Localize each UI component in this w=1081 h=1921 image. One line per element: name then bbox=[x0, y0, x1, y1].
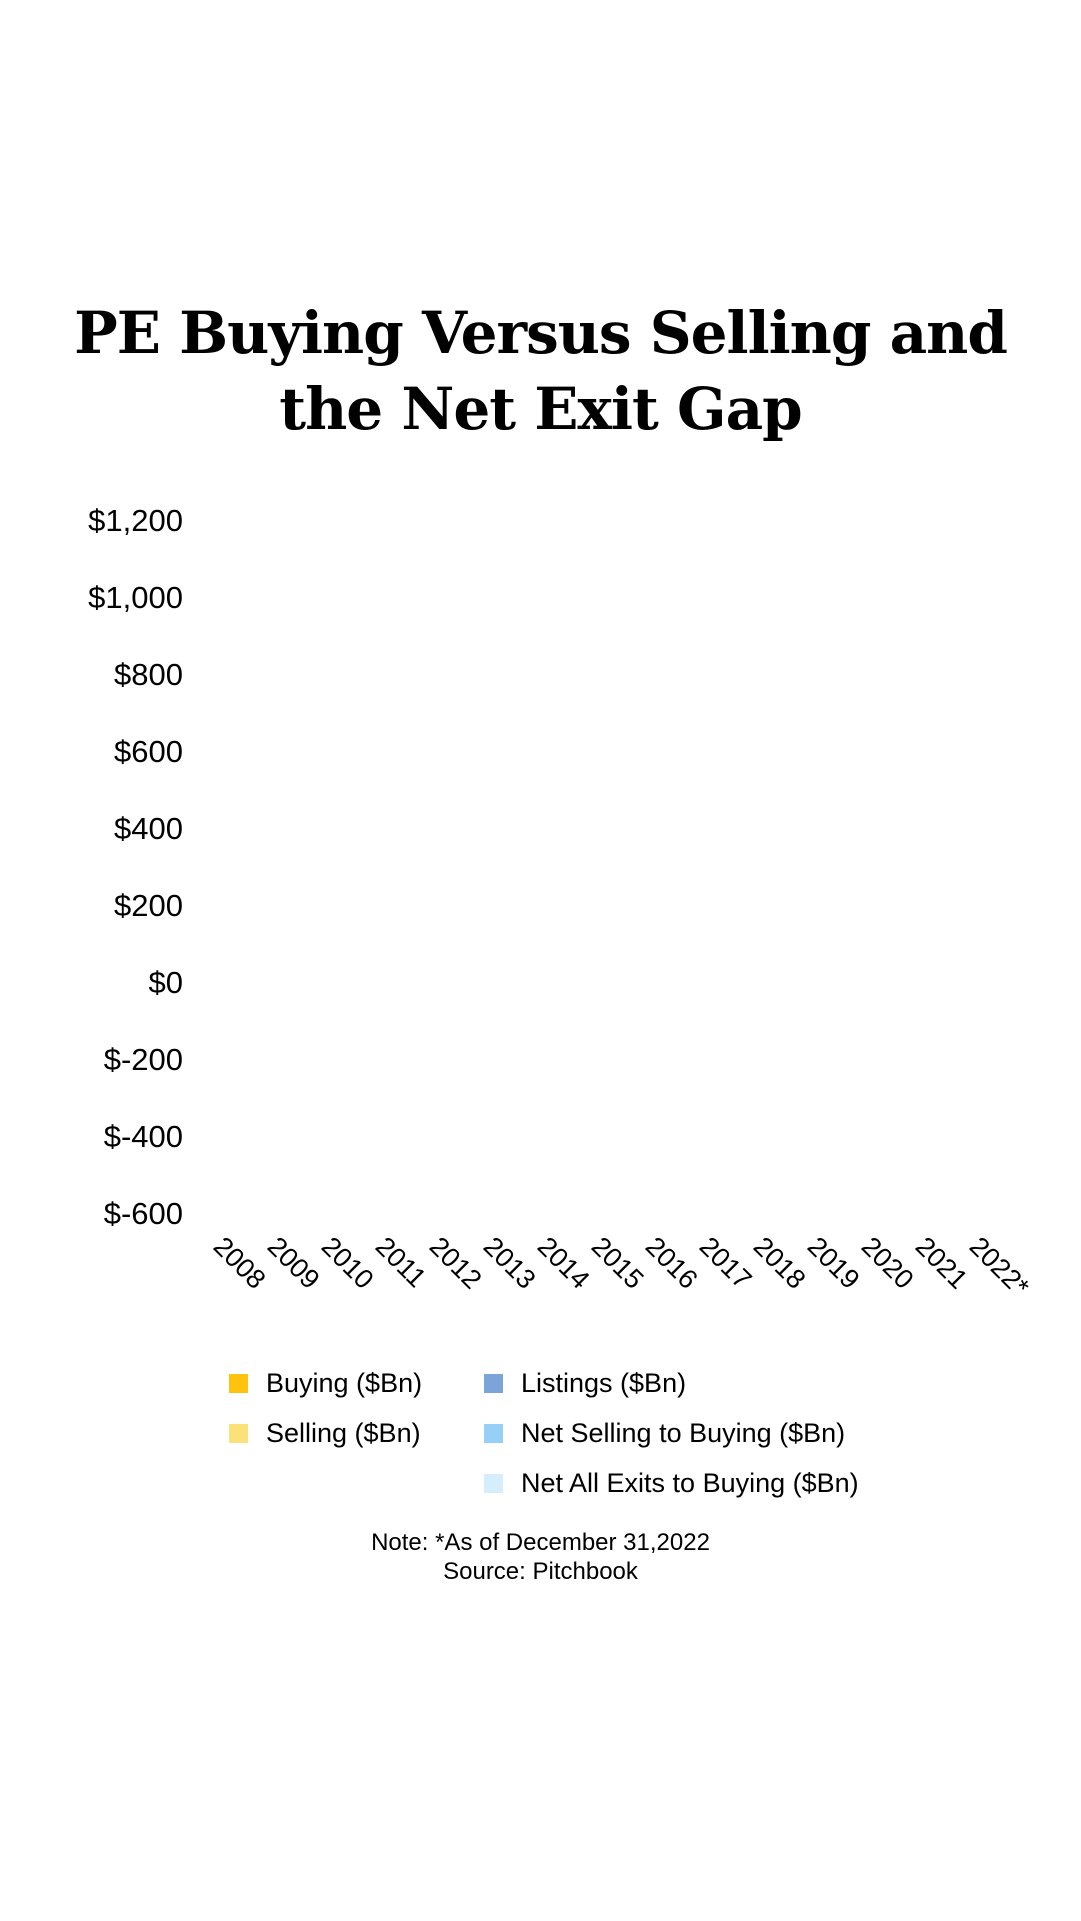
x-tick-label: 2016 bbox=[640, 1231, 704, 1295]
chart-title-line-1: PE Buying Versus Selling and bbox=[74, 299, 1008, 367]
legend-item: Net All Exits to Buying ($Bn) bbox=[484, 1468, 859, 1499]
legend-swatch bbox=[229, 1374, 248, 1393]
y-tick-label: $-200 bbox=[104, 1042, 183, 1077]
y-tick-label: $600 bbox=[114, 734, 183, 769]
legend-swatch bbox=[484, 1474, 503, 1493]
x-tick-label: 2015 bbox=[586, 1231, 650, 1295]
y-tick-label: $800 bbox=[114, 657, 183, 692]
legend-swatch bbox=[484, 1424, 503, 1443]
chart-notes: Note: *As of December 31,2022 Source: Pi… bbox=[0, 1528, 1081, 1586]
x-tick-label: 2011 bbox=[370, 1231, 432, 1293]
x-tick-label: 2014 bbox=[532, 1231, 596, 1295]
y-tick-label: $400 bbox=[114, 811, 183, 846]
note-text: Note: *As of December 31,2022 bbox=[371, 1529, 710, 1556]
y-axis-ticks: $1,200 $1,000 $800 $600 $400 $200 $0 $-200 $-400… bbox=[88, 503, 183, 1231]
y-tick-label: $1,200 bbox=[88, 503, 183, 538]
x-tick-label: 2017 bbox=[694, 1231, 758, 1295]
x-tick-label: 2018 bbox=[748, 1231, 812, 1295]
legend-label: Buying ($Bn) bbox=[266, 1368, 423, 1398]
x-tick-label: 2012 bbox=[424, 1231, 488, 1295]
legend-swatch bbox=[229, 1424, 248, 1443]
legend-swatch bbox=[484, 1374, 503, 1393]
x-tick-label: 2010 bbox=[316, 1231, 380, 1295]
x-tick-label: 2009 bbox=[262, 1231, 326, 1295]
x-tick-label: 2019 bbox=[802, 1231, 866, 1295]
y-tick-label: $-400 bbox=[104, 1119, 183, 1154]
y-tick-label: $0 bbox=[149, 965, 183, 1000]
legend-item: Buying ($Bn) bbox=[229, 1368, 422, 1399]
legend-item: Listings ($Bn) bbox=[484, 1368, 686, 1399]
chart-plot: $1,200 $1,000 $800 $600 $400 $200 $0 $-200 $-400… bbox=[88, 503, 1035, 1302]
x-tick-label: 2008 bbox=[208, 1231, 272, 1295]
x-tick-label: 2022* bbox=[964, 1231, 1035, 1302]
y-tick-label: $1,000 bbox=[88, 580, 183, 615]
x-tick-label: 2020 bbox=[856, 1231, 920, 1295]
legend-item: Net Selling to Buying ($Bn) bbox=[484, 1418, 845, 1449]
x-tick-label: 2013 bbox=[478, 1231, 542, 1295]
chart-title-line-2: the Net Exit Gap bbox=[279, 375, 802, 443]
x-tick-label: 2021 bbox=[910, 1231, 974, 1295]
legend-item: Selling ($Bn) bbox=[229, 1418, 421, 1449]
legend-label: Net Selling to Buying ($Bn) bbox=[521, 1418, 846, 1448]
chart-title: PE Buying Versus Selling and the Net Exi… bbox=[0, 295, 1081, 447]
legend-label: Listings ($Bn) bbox=[521, 1368, 687, 1398]
x-axis-ticks: 2008200920102011201220132014201520162017… bbox=[208, 1231, 1035, 1302]
source-text: Source: Pitchbook bbox=[443, 1558, 638, 1585]
y-tick-label: $200 bbox=[114, 888, 183, 923]
legend-label: Selling ($Bn) bbox=[266, 1418, 421, 1448]
y-tick-label: $-600 bbox=[104, 1196, 183, 1231]
legend-label: Net All Exits to Buying ($Bn) bbox=[521, 1468, 859, 1498]
